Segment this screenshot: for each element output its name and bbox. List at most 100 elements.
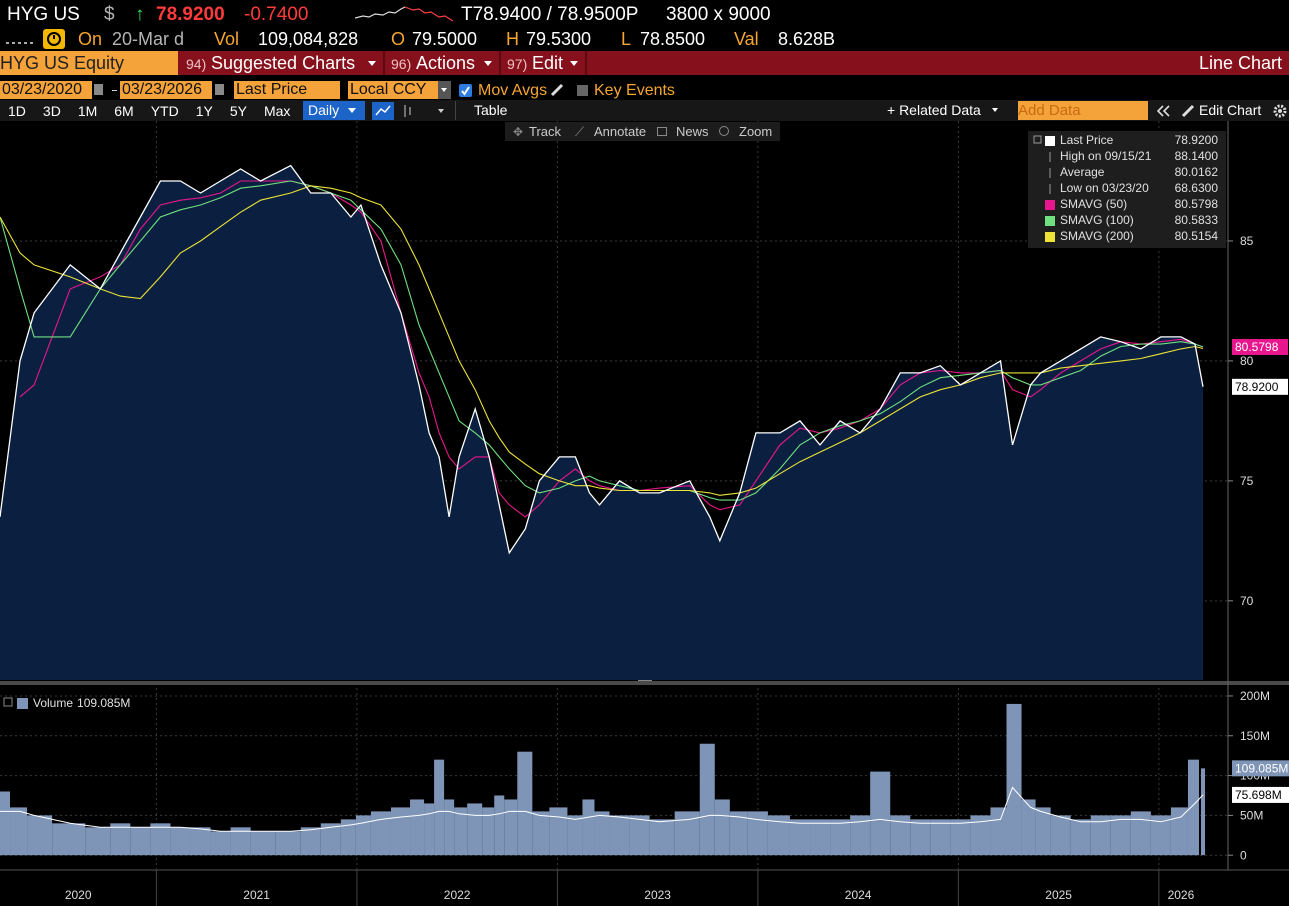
volume-bar <box>699 743 715 856</box>
key-events[interactable]: Key Events <box>594 82 675 99</box>
annotate-icon: ⟋ <box>575 124 585 139</box>
related-data[interactable]: + Related Data <box>887 102 981 118</box>
edit-chart[interactable]: Edit Chart <box>1199 102 1262 118</box>
volume-bar <box>1050 815 1071 856</box>
track-icon: ✥ <box>513 125 524 139</box>
calendar-icon[interactable] <box>215 84 224 95</box>
table-button[interactable]: Table <box>474 102 508 118</box>
volume-bar <box>10 807 28 856</box>
zoom[interactable]: Zoom <box>739 124 773 139</box>
y-tick-label: 75 <box>1240 474 1254 488</box>
volume-bar <box>27 815 53 856</box>
end-date[interactable]: 03/23/2026 <box>120 81 212 99</box>
calendar-icon[interactable] <box>94 84 103 95</box>
dropdown-arrow[interactable] <box>570 61 578 66</box>
legend-label: SMAVG (50) <box>1060 197 1127 211</box>
frequency[interactable]: Daily <box>308 102 340 118</box>
legend-label: SMAVG (100) <box>1060 213 1134 227</box>
volume-bar <box>370 811 391 856</box>
low-label: L <box>621 29 632 49</box>
y-tick-label: 0 <box>1240 848 1247 862</box>
y-tick-label: 80 <box>1240 354 1254 368</box>
period-button[interactable]: YTD <box>150 102 179 119</box>
net-change: -0.7400 <box>244 4 309 25</box>
mov-avgs-checkbox[interactable] <box>459 84 472 97</box>
volume-bar <box>150 823 171 856</box>
volume-bar <box>170 827 191 856</box>
bid-ask: T78.9400 / 78.9500P <box>461 4 639 25</box>
legend-value: 109.085M <box>77 696 130 710</box>
legend-value: 80.5833 <box>1175 213 1219 227</box>
edit-chart-icon[interactable] <box>1181 104 1195 118</box>
menu-item[interactable]: Edit <box>532 53 564 73</box>
volume-bar <box>390 807 411 856</box>
open-label: O <box>391 29 406 49</box>
dropdown-arrow[interactable] <box>348 108 356 113</box>
volume-bar <box>910 819 931 856</box>
value-flag <box>1232 786 1289 803</box>
menu-item[interactable]: Suggested Charts <box>211 53 356 73</box>
legend-swatch <box>17 698 28 709</box>
field-select[interactable]: Last Price <box>234 81 340 99</box>
annotate[interactable]: Annotate <box>594 124 647 139</box>
volume-average-line <box>0 786 1204 832</box>
menu-dots[interactable] <box>6 38 42 46</box>
volume-bar <box>250 831 276 856</box>
key-events-checkbox[interactable] <box>577 85 588 96</box>
collapse-icon[interactable] <box>1157 104 1171 118</box>
menu-bar <box>0 51 1289 75</box>
panel-divider[interactable] <box>0 681 1289 685</box>
dropdown-arrow[interactable] <box>484 61 492 66</box>
volume-bar <box>649 819 675 856</box>
y-tick-label: 200M <box>1240 689 1270 703</box>
period-button[interactable]: Max <box>263 102 291 119</box>
volume-bar <box>1201 768 1206 856</box>
dropdown-arrow[interactable] <box>368 61 376 66</box>
period-button[interactable]: 6M <box>114 102 134 119</box>
y-tick-label: 150M <box>1240 729 1270 743</box>
volume-bar <box>1150 815 1171 856</box>
track[interactable]: Track <box>529 124 562 139</box>
volume-bar <box>1021 799 1036 856</box>
volume-bar <box>444 799 455 856</box>
volume-bar <box>1110 815 1131 856</box>
legend-label: SMAVG (200) <box>1060 229 1134 243</box>
clock-icon[interactable] <box>43 29 65 49</box>
start-date[interactable]: 03/23/2020 <box>0 81 92 99</box>
date-dash <box>112 90 117 91</box>
volume-bar <box>950 819 971 856</box>
frequency-select[interactable] <box>303 101 365 120</box>
news[interactable]: News <box>676 124 709 139</box>
volume-bar <box>789 819 811 856</box>
settings-icon[interactable] <box>1273 104 1287 118</box>
edit-icon[interactable] <box>550 83 564 97</box>
legend-value: 80.5154 <box>1175 229 1219 243</box>
chart-type-icons[interactable] <box>372 101 452 121</box>
currency-select[interactable]: Local CCY <box>348 81 438 99</box>
volume-bar <box>990 807 1007 856</box>
volume-bar <box>110 823 131 856</box>
mov-avgs[interactable]: Mov Avgs <box>478 82 548 99</box>
dropdown-arrow[interactable] <box>992 108 998 112</box>
on-label: On <box>78 29 103 49</box>
ticker: HYG US <box>7 4 80 25</box>
legend-value: 68.6300 <box>1175 181 1219 195</box>
period-button[interactable]: 1M <box>77 102 98 119</box>
chart-view[interactable]: Line Chart <box>1198 53 1282 73</box>
value-flag <box>1232 378 1288 395</box>
x-tick-label: 2021 <box>243 888 270 902</box>
security[interactable]: HYG US Equity <box>0 51 178 75</box>
value-flag <box>1232 760 1289 777</box>
period-button[interactable]: 3D <box>42 102 61 119</box>
menu-number: 97) <box>507 56 528 72</box>
period-button[interactable]: 1Y <box>195 102 213 119</box>
val-value: 8.628B <box>778 29 836 49</box>
period-button[interactable]: 1D <box>8 102 26 119</box>
volume-expand[interactable] <box>3 697 13 707</box>
dropdown-arrow[interactable] <box>441 88 447 92</box>
x-tick-label: 2024 <box>845 888 872 902</box>
menu-item[interactable]: Actions <box>416 53 476 73</box>
add-data[interactable]: Add Data <box>1018 101 1148 120</box>
period-button[interactable]: 5Y <box>229 102 247 119</box>
separator <box>499 51 501 75</box>
